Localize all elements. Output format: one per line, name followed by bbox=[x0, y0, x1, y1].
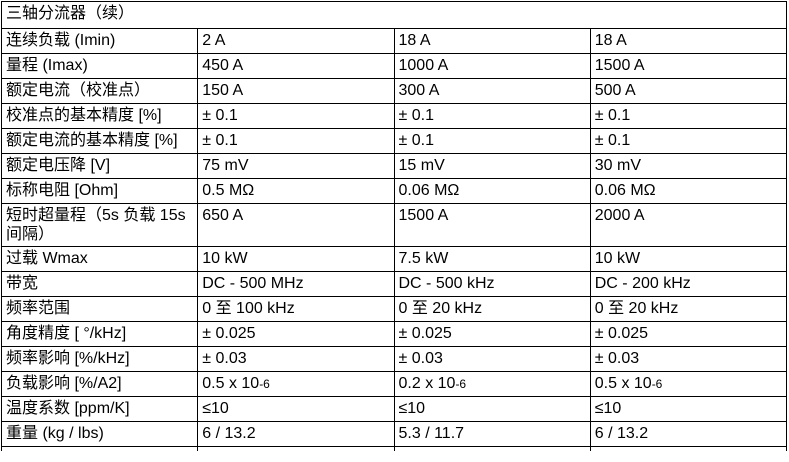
spec-row-label: 额定电流的基本精度 [%] bbox=[0, 128, 199, 154]
clipped-cell bbox=[393, 446, 591, 451]
spec-table-body: 三轴分流器（续） 连续负载 (Imin) 2 A 18 A 18 A 量程 (I… bbox=[0, 1, 788, 451]
spec-row: 额定电流（校准点） 150 A 300 A 500 A bbox=[0, 78, 788, 104]
spec-value-cell: ± 0.1 bbox=[589, 103, 788, 129]
spec-value-cell: ± 0.025 bbox=[589, 321, 788, 347]
spec-value-cell: 0 至 20 kHz bbox=[393, 296, 591, 322]
spec-value-cell: 450 A bbox=[197, 53, 395, 79]
spec-value-cell: ± 0.1 bbox=[197, 103, 395, 129]
spec-row-label: 频率影响 [%/kHz] bbox=[0, 346, 199, 372]
spec-row-label: 频率范围 bbox=[0, 296, 199, 322]
spec-value-cell: 1500 A bbox=[589, 53, 788, 79]
spec-row: 额定电流的基本精度 [%] ± 0.1 ± 0.1 ± 0.1 bbox=[0, 128, 788, 154]
spec-row-label: 重量 (kg / lbs) bbox=[0, 421, 199, 447]
spec-value-cell: ± 0.03 bbox=[589, 346, 788, 372]
spec-value-cell: ≤10 bbox=[197, 396, 395, 422]
spec-value-cell: ± 0.03 bbox=[197, 346, 395, 372]
clipped-cell bbox=[197, 446, 395, 451]
spec-value-cell: 0.2 x 10-6 bbox=[393, 371, 591, 397]
clipped-next-row bbox=[0, 446, 788, 451]
spec-row: 连续负载 (Imin) 2 A 18 A 18 A bbox=[0, 28, 788, 54]
spec-row: 校准点的基本精度 [%] ± 0.1 ± 0.1 ± 0.1 bbox=[0, 103, 788, 129]
spec-value-cell: 18 A bbox=[589, 28, 788, 54]
spec-value-cell: 1000 A bbox=[393, 53, 591, 79]
spec-value-cell: DC - 500 MHz bbox=[197, 271, 395, 297]
table-title-row: 三轴分流器（续） bbox=[1, 1, 787, 29]
spec-row-label: 校准点的基本精度 [%] bbox=[0, 103, 199, 129]
exponent-suffix: -6 bbox=[651, 377, 663, 391]
spec-row-label: 过载 Wmax bbox=[0, 246, 199, 272]
spec-row-label: 量程 (Imax) bbox=[0, 53, 199, 79]
exponent-suffix: -6 bbox=[259, 377, 270, 391]
spec-value-cell: 0.06 MΩ bbox=[589, 178, 788, 204]
spec-value-cell: ≤10 bbox=[393, 396, 591, 422]
spec-value-cell: 150 A bbox=[197, 78, 395, 104]
spec-row-label: 带宽 bbox=[0, 271, 199, 297]
spec-row-label: 角度精度 [ °/kHz] bbox=[0, 321, 199, 347]
spec-row: 重量 (kg / lbs) 6 / 13.2 5.3 / 11.7 6 / 13… bbox=[0, 421, 788, 447]
spec-value-cell: ± 0.1 bbox=[197, 128, 395, 154]
spec-value-cell: 6 / 13.2 bbox=[197, 421, 395, 447]
spec-row-label: 温度系数 [ppm/K] bbox=[0, 396, 199, 422]
spec-value-cell: 650 A bbox=[197, 203, 395, 247]
spec-value-cell: 1500 A bbox=[393, 203, 591, 247]
spec-value-cell: DC - 500 kHz bbox=[393, 271, 591, 297]
spec-row: 额定电压降 [V] 75 mV 15 mV 30 mV bbox=[0, 153, 788, 179]
spec-row: 短时超量程（5s 负载 15s 间隔） 650 A 1500 A 2000 A bbox=[0, 203, 788, 247]
spec-value-cell: 10 kW bbox=[197, 246, 395, 272]
spec-row-label: 额定电压降 [V] bbox=[0, 153, 199, 179]
exponent-suffix: -6 bbox=[455, 377, 467, 391]
spec-value-cell: ± 0.1 bbox=[393, 128, 591, 154]
spec-row: 负载影响 [%/A2] 0.5 x 10-6 0.2 x 10-6 0.5 x … bbox=[0, 371, 788, 397]
clipped-cell bbox=[0, 446, 199, 451]
spec-row: 频率范围 0 至 100 kHz 0 至 20 kHz 0 至 20 kHz bbox=[0, 296, 788, 322]
spec-value-cell: 500 A bbox=[589, 78, 788, 104]
spec-row: 温度系数 [ppm/K] ≤10 ≤10 ≤10 bbox=[0, 396, 788, 422]
spec-value-cell: 2000 A bbox=[589, 203, 788, 247]
spec-value-cell: 6 / 13.2 bbox=[589, 421, 788, 447]
spec-table: 三轴分流器（续） 连续负载 (Imin) 2 A 18 A 18 A 量程 (I… bbox=[0, 1, 788, 451]
spec-value-cell: 2 A bbox=[197, 28, 395, 54]
spec-row: 角度精度 [ °/kHz] ± 0.025 ± 0.025 ± 0.025 bbox=[0, 321, 788, 347]
spec-value-cell: 10 kW bbox=[589, 246, 788, 272]
spec-value-cell: ± 0.1 bbox=[393, 103, 591, 129]
spec-row-label: 短时超量程（5s 负载 15s 间隔） bbox=[0, 203, 199, 247]
spec-row: 频率影响 [%/kHz] ± 0.03 ± 0.03 ± 0.03 bbox=[0, 346, 788, 372]
spec-row-label: 负载影响 [%/A2] bbox=[0, 371, 199, 397]
spec-value-cell: 7.5 kW bbox=[393, 246, 591, 272]
spec-row: 量程 (Imax) 450 A 1000 A 1500 A bbox=[0, 53, 788, 79]
spec-value-cell: ± 0.025 bbox=[393, 321, 591, 347]
spec-value-cell: 0.5 x 10-6 bbox=[197, 371, 395, 397]
table-title: 三轴分流器（续） bbox=[1, 1, 787, 29]
spec-value-cell: 18 A bbox=[393, 28, 591, 54]
spec-row-label: 连续负载 (Imin) bbox=[0, 28, 199, 54]
spec-row: 过载 Wmax 10 kW 7.5 kW 10 kW bbox=[0, 246, 788, 272]
spec-value-cell: 0.5 x 10-6 bbox=[589, 371, 788, 397]
spec-row: 标称电阻 [Ohm] 0.5 MΩ 0.06 MΩ 0.06 MΩ bbox=[0, 178, 788, 204]
spec-value-cell: ± 0.1 bbox=[589, 128, 788, 154]
spec-value-cell: 30 mV bbox=[589, 153, 788, 179]
spec-value-cell: 75 mV bbox=[197, 153, 395, 179]
spec-value-cell: DC - 200 kHz bbox=[589, 271, 788, 297]
clipped-cell bbox=[589, 446, 788, 451]
spec-value-cell: 0.06 MΩ bbox=[393, 178, 591, 204]
spec-value-cell: 15 mV bbox=[393, 153, 591, 179]
spec-value-cell: 0.5 MΩ bbox=[197, 178, 395, 204]
spec-value-cell: 0 至 100 kHz bbox=[197, 296, 395, 322]
spec-row: 带宽 DC - 500 MHz DC - 500 kHz DC - 200 kH… bbox=[0, 271, 788, 297]
spec-value-cell: 0 至 20 kHz bbox=[589, 296, 788, 322]
spec-row-label: 额定电流（校准点） bbox=[0, 78, 199, 104]
spec-value-cell: ± 0.025 bbox=[197, 321, 395, 347]
spec-value-cell: 300 A bbox=[393, 78, 591, 104]
spec-row-label: 标称电阻 [Ohm] bbox=[0, 178, 199, 204]
spec-value-cell: 5.3 / 11.7 bbox=[393, 421, 591, 447]
spec-value-cell: ± 0.03 bbox=[393, 346, 591, 372]
spec-value-cell: ≤10 bbox=[589, 396, 788, 422]
